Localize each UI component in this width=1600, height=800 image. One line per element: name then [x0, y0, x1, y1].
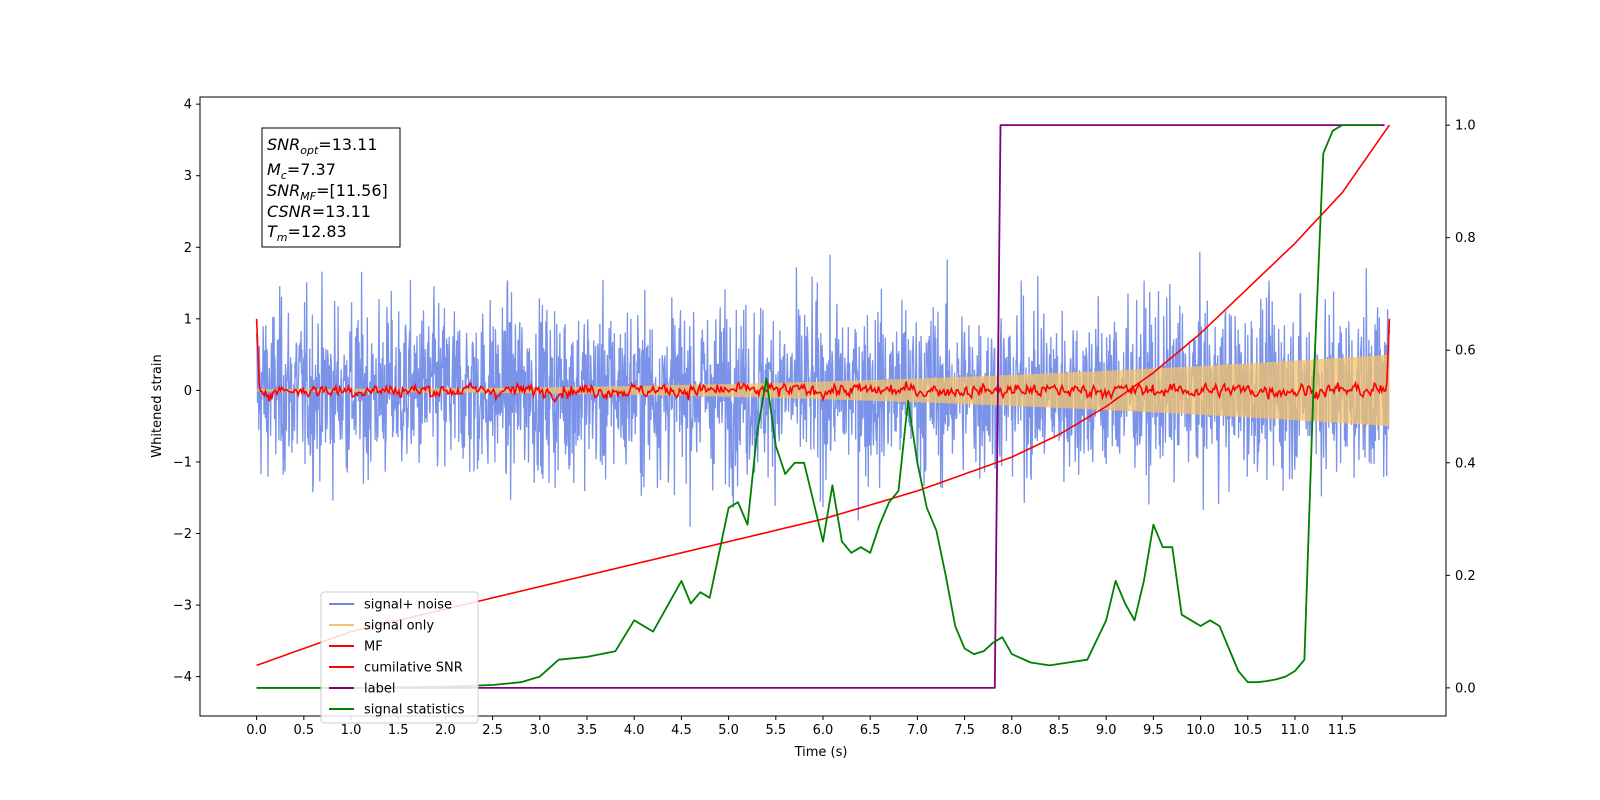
- series-cumulative-snr: [256, 124, 1391, 667]
- x-tick-label: 1.0: [341, 723, 362, 738]
- x-tick-label: 0.5: [293, 723, 314, 738]
- series-signal-statistics: [256, 124, 1380, 689]
- legend-label: signal+ noise: [364, 598, 452, 613]
- y-tick-label: −2: [173, 527, 192, 542]
- stat-mc: Mc=7.37: [267, 160, 336, 182]
- x-tick-label: 10.5: [1233, 723, 1262, 738]
- x-tick-label: 3.5: [577, 723, 598, 738]
- legend-frame: [320, 591, 479, 724]
- legend-label: signal only: [364, 619, 434, 634]
- x-tick-label: 0.0: [246, 723, 267, 738]
- y-tick-label: 1: [184, 312, 192, 327]
- x-tick-label: 1.5: [388, 723, 409, 738]
- y2-tick-label: 0.0: [1455, 681, 1476, 696]
- x-tick-label: 2.0: [435, 723, 456, 738]
- x-axis-ticks: 0.0 0.5 1.0 1.5 2.0 2.5 3.0 3.5 4.0 4.5 5.0 5.5 6.0 6…: [246, 716, 1357, 738]
- x-tick-label: 3.0: [529, 723, 550, 738]
- y2-tick-label: 0.6: [1455, 344, 1476, 359]
- legend-label: cumilative SNR: [364, 661, 463, 676]
- series-signal-only: [256, 354, 1390, 427]
- legend-label: signal statistics: [364, 703, 465, 718]
- stat-snr-opt: SNRopt=13.11: [267, 135, 378, 157]
- legend-label: label: [364, 682, 395, 697]
- y-tick-label: −4: [173, 670, 192, 685]
- y-axis-ticks: 4 3 2 1 0 −1 −2 −3 −4: [173, 98, 200, 685]
- legend-label: MF: [364, 640, 383, 655]
- x-tick-label: 11.5: [1328, 723, 1357, 738]
- stat-tm: Tm=12.83: [267, 222, 347, 244]
- y2-axis-ticks: 1.0 0.8 0.6 0.4 0.2 0.0: [1446, 119, 1476, 696]
- x-tick-label: 6.5: [860, 723, 881, 738]
- y2-tick-label: 1.0: [1455, 119, 1476, 134]
- x-tick-label: 7.0: [907, 723, 928, 738]
- y-axis-label: Whitened strain: [150, 354, 165, 457]
- y2-tick-label: 0.4: [1455, 456, 1476, 471]
- x-tick-label: 11.0: [1280, 723, 1309, 738]
- x-tick-label: 8.5: [1049, 723, 1070, 738]
- y-tick-label: −3: [173, 599, 192, 614]
- x-tick-label: 4.5: [671, 723, 692, 738]
- y-tick-label: −1: [173, 455, 192, 470]
- y2-tick-label: 0.8: [1455, 231, 1476, 246]
- stat-snr-mf: SNRMF=[11.56]: [267, 181, 388, 203]
- y-tick-label: 2: [184, 241, 192, 256]
- stats-box-frame: [261, 127, 401, 248]
- x-axis-label: Time (s): [794, 745, 848, 760]
- x-tick-label: 5.0: [718, 723, 739, 738]
- x-tick-label: 4.0: [624, 723, 645, 738]
- x-tick-label: 9.5: [1143, 723, 1164, 738]
- y-tick-label: 3: [184, 169, 192, 184]
- x-tick-label: 7.5: [954, 723, 975, 738]
- y-tick-label: 0: [184, 384, 192, 399]
- legend: signal+ noise signal only MF cumilative SNR…: [320, 591, 479, 724]
- y-tick-label: 4: [184, 98, 192, 113]
- y2-tick-label: 0.2: [1455, 569, 1476, 584]
- series-mf: [255, 318, 1391, 404]
- x-tick-label: 10.0: [1186, 723, 1215, 738]
- stats-box: SNRopt=13.11 Mc=7.37 SNRMF=[11.56] CSNR=…: [261, 127, 401, 248]
- x-tick-label: 8.0: [1001, 723, 1022, 738]
- series-label: [256, 124, 1385, 689]
- x-tick-label: 2.5: [482, 723, 503, 738]
- stat-csnr: CSNR=13.11: [267, 202, 371, 221]
- x-tick-label: 6.0: [813, 723, 834, 738]
- x-tick-label: 9.0: [1096, 723, 1117, 738]
- plot-layer: [255, 124, 1391, 689]
- x-tick-label: 5.5: [765, 723, 786, 738]
